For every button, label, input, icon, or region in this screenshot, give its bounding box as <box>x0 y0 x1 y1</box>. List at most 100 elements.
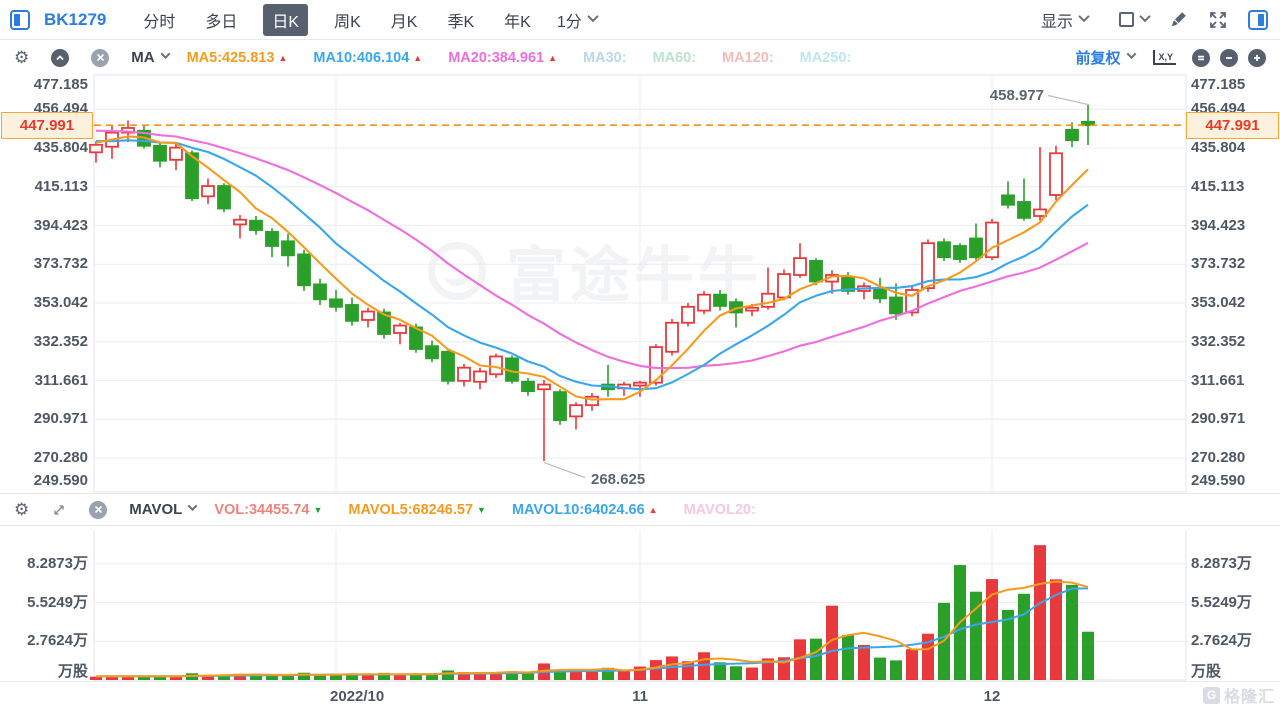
current-price-tag-left: 447.991 <box>1 112 93 139</box>
price-tick-label: 270.280 <box>1191 449 1246 467</box>
expand-icon <box>1210 11 1226 28</box>
up-triangle-icon: ▲ <box>278 52 288 63</box>
fullscreen-button[interactable] <box>1208 10 1228 30</box>
chevron-down-icon <box>1139 10 1151 22</box>
volume-indicator-bar: ⚙ MAVOL VOL:34455.74 ▼ MAVOL5:68246.57 ▼ MAV… <box>0 493 1280 526</box>
price-tick-label: 万股 <box>57 663 88 680</box>
chevron-down-icon <box>187 501 198 512</box>
price-tick-label: 435.804 <box>1191 139 1246 156</box>
candle-style-icon <box>1119 12 1134 27</box>
price-adjustment-dropdown[interactable]: 前复权 <box>1075 47 1137 68</box>
price-tick-label: 332.352 <box>1191 332 1246 350</box>
zoom-out-button[interactable] <box>1220 48 1238 67</box>
high-price-annotation: 458.977 <box>990 87 1044 104</box>
price-tick-label: 2.7624万 <box>27 632 88 650</box>
x-axis-label: 12 <box>983 688 1001 705</box>
price-tick-label: 311.661 <box>34 371 88 389</box>
top-toolbar: BK1279 分时 多日 日K 周K 月K 季K 年K 1分 显示 <box>0 0 1280 40</box>
x-axis-label: 2022/10 <box>330 688 385 705</box>
indicator-MAVOL20[interactable]: MAVOL20: <box>683 501 756 518</box>
indicator-MAVOL10[interactable]: MAVOL10:64024.66 ▲ <box>511 501 658 518</box>
price-tick-label: 8.2873万 <box>1191 554 1252 572</box>
zoom-reset-button[interactable] <box>1192 48 1210 67</box>
price-tick-label: 477.185 <box>1191 76 1246 93</box>
collapse-pane-icon[interactable] <box>51 48 70 67</box>
price-tick-label: 8.2873万 <box>27 554 88 572</box>
drawing-tools-button[interactable] <box>1169 10 1188 29</box>
right-panel-toggle-icon[interactable] <box>1248 9 1268 30</box>
x-axis-label: 11 <box>632 688 648 705</box>
indicator-MA20[interactable]: MA20:384.961 ▲ <box>448 49 558 66</box>
price-tick-label: 249.590 <box>1191 472 1246 489</box>
indicator-MA30[interactable]: MA30: <box>583 49 627 66</box>
minute-period-dropdown[interactable]: 1分 <box>556 8 599 32</box>
display-label: 显示 <box>1040 13 1073 31</box>
x-axis-strip: 2022/10 11 12 G 格隆汇 <box>0 681 1280 711</box>
zoom-in-button[interactable] <box>1248 48 1266 67</box>
chevron-down-icon <box>1127 49 1137 60</box>
current-price-tag-right: 447.991 <box>1186 112 1279 139</box>
price-tick-label: 415.113 <box>34 177 88 195</box>
price-tick-label: 311.661 <box>1191 371 1245 389</box>
axis-settings-icon[interactable]: X,Y <box>1153 50 1176 65</box>
kline-tab-分时[interactable]: 分时 <box>143 13 176 31</box>
price-indicator-bar: ⚙ MA MA5:425.813 ▲ MA10:406.104 ▲ MA20:384.9… <box>0 41 1280 74</box>
price-tick-label: 290.971 <box>33 410 88 428</box>
down-triangle-icon: ▼ <box>477 504 486 515</box>
brush-icon <box>1171 12 1186 26</box>
price-tick-label: 353.042 <box>33 294 88 311</box>
price-tick-label: 2.7624万 <box>1191 632 1252 650</box>
price-tick-label: 477.185 <box>33 76 88 93</box>
up-triangle-icon: ▲ <box>648 504 658 515</box>
kline-tab-周K[interactable]: 周K <box>334 13 361 31</box>
price-tick-label: 373.732 <box>1191 255 1246 273</box>
price-tick-label: 5.5249万 <box>1191 593 1252 611</box>
indicator-settings-gear-icon[interactable]: ⚙ <box>14 48 30 67</box>
price-tick-label: 373.732 <box>33 255 88 273</box>
low-price-annotation: 268.625 <box>591 471 645 488</box>
display-dropdown[interactable]: 显示 <box>1040 8 1090 32</box>
left-panel-toggle-icon[interactable] <box>10 9 30 30</box>
indicator-MA10[interactable]: MA10:406.104 ▲ <box>313 49 423 66</box>
symbol-code[interactable]: BK1279 <box>44 9 107 29</box>
up-triangle-icon: ▲ <box>413 52 423 63</box>
gelonghui-logo: G 格隆汇 <box>1202 683 1275 707</box>
indicator-VOL[interactable]: VOL:34455.74 ▼ <box>214 501 323 518</box>
indicator-MA120[interactable]: MA120: <box>722 49 774 66</box>
indicator-MA5[interactable]: MA5:425.813 ▲ <box>186 49 288 66</box>
kline-tab-多日[interactable]: 多日 <box>205 13 238 31</box>
mavol-group-dropdown[interactable]: MAVOL <box>129 501 198 518</box>
price-tick-label: 万股 <box>1191 663 1222 680</box>
down-triangle-icon: ▼ <box>313 504 323 515</box>
chart-style-dropdown[interactable] <box>1119 10 1151 27</box>
up-triangle-icon: ▲ <box>548 52 558 63</box>
price-tick-label: 249.590 <box>33 472 88 489</box>
close-indicator-icon[interactable] <box>91 48 110 67</box>
kline-tab-年K[interactable]: 年K <box>504 13 531 31</box>
volume-settings-gear-icon[interactable]: ⚙ <box>14 500 30 519</box>
minute-period-label: 1分 <box>556 13 582 31</box>
price-tick-label: 270.280 <box>33 449 88 467</box>
indicator-MA60[interactable]: MA60: <box>652 49 697 66</box>
chevron-down-icon <box>1078 10 1090 22</box>
price-tick-label: 290.971 <box>1191 410 1246 428</box>
close-volume-indicator-icon[interactable] <box>89 500 108 519</box>
kline-tab-季K[interactable]: 季K <box>447 13 475 31</box>
ma-group-dropdown[interactable]: MA <box>131 49 171 66</box>
chevron-down-icon <box>587 10 599 22</box>
kline-tab-月K[interactable]: 月K <box>390 13 418 31</box>
kline-tab-日K[interactable]: 日K <box>263 3 309 36</box>
price-tick-label: 415.113 <box>1191 177 1245 195</box>
price-tick-label: 435.804 <box>33 139 88 156</box>
price-tick-label: 394.423 <box>33 216 88 234</box>
indicator-MA250[interactable]: MA250: <box>799 49 852 66</box>
price-tick-label: 353.042 <box>1191 294 1246 311</box>
gelonghui-logo-icon: G <box>1202 686 1220 704</box>
indicator-MAVOL5[interactable]: MAVOL5:68246.57 ▼ <box>348 501 486 518</box>
price-tick-label: 5.5249万 <box>27 593 88 611</box>
price-tick-label: 332.352 <box>33 332 88 350</box>
expand-pane-icon[interactable] <box>51 502 67 518</box>
chevron-down-icon <box>160 49 171 60</box>
